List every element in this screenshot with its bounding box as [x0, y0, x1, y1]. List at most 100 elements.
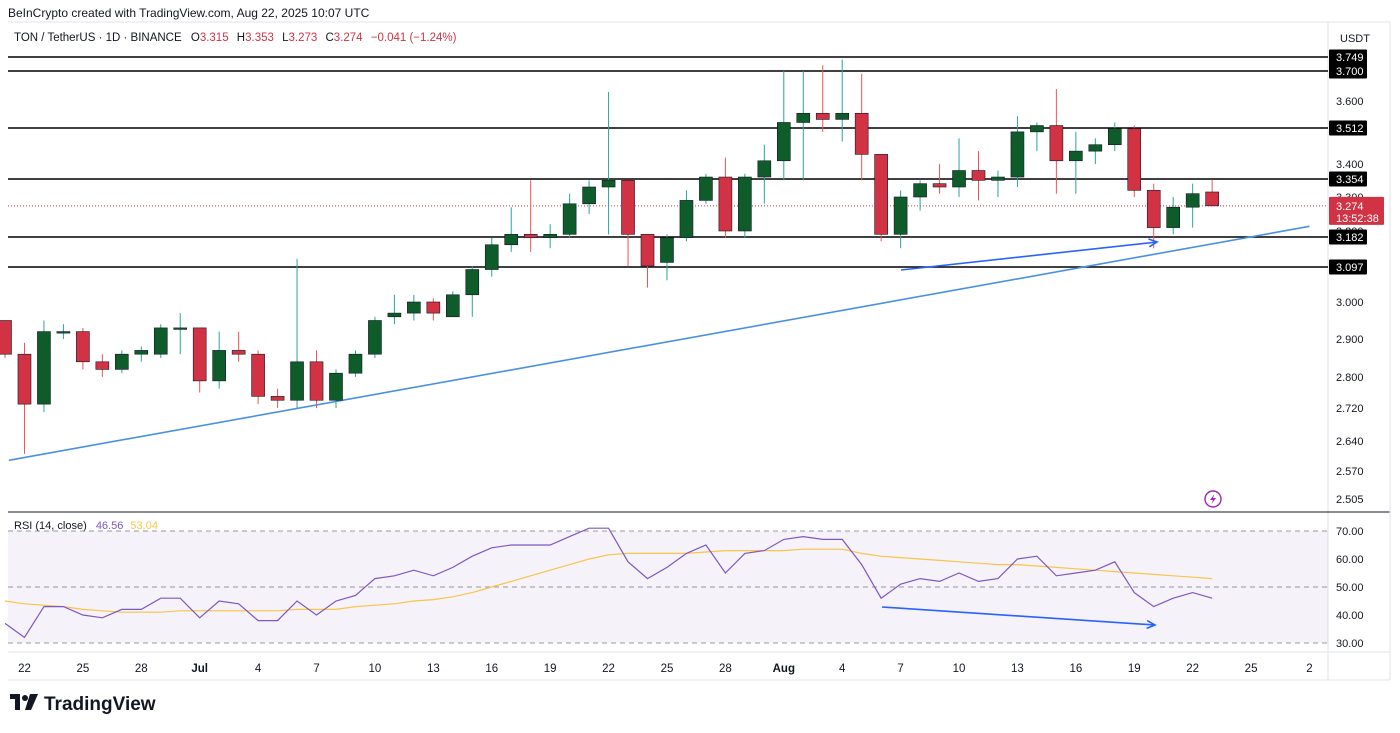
time-tick-label: 10 [369, 663, 382, 675]
candle-body [1166, 206, 1180, 228]
time-tick-label: 7 [313, 663, 319, 675]
candle-body [465, 269, 480, 296]
candle-body [796, 112, 811, 123]
rsi-legend: RSI (14, close) 46.56 53.04 [14, 520, 158, 532]
tradingview-wordmark: TradingView [44, 694, 156, 715]
candle-body [1069, 150, 1083, 162]
candle-body [134, 350, 149, 355]
time-tick-label: 28 [719, 663, 732, 675]
last-price-badge [1329, 196, 1384, 225]
candle-body [231, 350, 246, 355]
level-badge [1329, 171, 1367, 187]
arrow-shaft [900, 241, 1158, 271]
candle-body [854, 112, 869, 155]
arrow-shaft [881, 606, 1156, 626]
rsi-line [4, 527, 1213, 639]
last-price-value: 3.274 [1336, 201, 1364, 213]
candle-body [679, 200, 694, 239]
candle-body [991, 176, 1005, 181]
rsi-tick-label: 40.00 [1336, 610, 1364, 622]
candle-body [37, 331, 51, 405]
time-tick-label: 28 [135, 663, 148, 675]
rsi-title: RSI (14, close) [14, 520, 87, 532]
rsi-ma-line [4, 548, 1213, 613]
candle-body [523, 234, 538, 239]
time-tick-label: 13 [427, 663, 440, 675]
candle-body [1107, 128, 1122, 146]
time-tick-label: 10 [953, 663, 966, 675]
candle-body [543, 234, 557, 239]
time-tick-label: Jul [191, 663, 208, 675]
high-label: H [237, 32, 245, 44]
candle-body [504, 234, 519, 246]
time-tick-label: 16 [1069, 663, 1082, 675]
candle-body [387, 312, 402, 318]
rsi-tick-label: 70.00 [1336, 526, 1364, 538]
price-tick-label: 2.640 [1336, 436, 1364, 448]
level-badge-text: 3.512 [1336, 123, 1364, 135]
price-tick-label: 3.600 [1336, 96, 1364, 108]
ascending-trendline [8, 225, 1310, 462]
price-tick-label: 2.800 [1336, 372, 1364, 384]
candle-body [329, 372, 343, 401]
currency-label: USDT [1340, 33, 1370, 45]
close-value: 3.274 [334, 32, 363, 44]
level-badge [1329, 120, 1367, 136]
candle-body [660, 237, 674, 263]
time-tick-label: 22 [602, 663, 615, 675]
price-tick-label: 2.720 [1336, 403, 1364, 415]
time-tick-label: 19 [1128, 663, 1141, 675]
rsi-divergence-arrow [881, 606, 1157, 630]
symbol-title: TON / TetherUS · 1D · BINANCE O3.315 H3.… [14, 32, 457, 44]
chart-credit: BeInCrypto created with TradingView.com,… [8, 6, 370, 20]
low-value: 3.273 [289, 32, 318, 44]
price-tick-label: 3.400 [1336, 159, 1364, 171]
candle-body [115, 353, 129, 370]
candle-body [368, 320, 382, 355]
arrow-head [1146, 619, 1157, 630]
candle-body [212, 350, 226, 382]
price-tick-label: 2.900 [1336, 334, 1364, 346]
tradingview-mark-icon [10, 694, 38, 716]
level-badge [1329, 63, 1367, 79]
candle-body [348, 353, 363, 374]
level-badge [1329, 229, 1367, 245]
candle-body [270, 396, 285, 401]
candle-body [484, 244, 499, 270]
time-tick-label: Aug [773, 663, 795, 675]
price-tick-label: 2.505 [1336, 494, 1364, 506]
candle-body [95, 361, 110, 370]
rsi-tick-label: 60.00 [1336, 554, 1364, 566]
time-tick-label: 25 [1245, 663, 1258, 675]
candle-body [562, 203, 577, 235]
candle-body [874, 154, 888, 235]
level-badge [1329, 259, 1367, 275]
price-tick-label: 2.570 [1336, 466, 1364, 478]
candle-body [251, 353, 265, 397]
candle-body [153, 327, 168, 355]
level-badge-text: 3.749 [1336, 52, 1364, 64]
candle-body [17, 353, 32, 405]
candle-body [1185, 193, 1200, 208]
tradingview-logo[interactable]: TradingView [10, 694, 156, 716]
high-value: 3.353 [245, 32, 274, 44]
time-tick-label: 7 [897, 663, 903, 675]
time-tick-label: 16 [485, 663, 498, 675]
candle-body [0, 320, 12, 355]
candle-body [835, 112, 850, 120]
candle-body [776, 122, 791, 162]
time-tick-label: 25 [661, 663, 674, 675]
candle-body [718, 176, 733, 232]
candle-body [913, 183, 927, 198]
lightning-icon[interactable] [1204, 490, 1222, 508]
candle-body [1205, 191, 1219, 207]
level-badge-text: 3.097 [1336, 262, 1364, 274]
candle-body [173, 327, 188, 330]
close-label: C [325, 32, 333, 44]
price-divergence-arrow [900, 238, 1159, 271]
level-badge-text: 3.354 [1336, 174, 1364, 186]
rsi-tick-label: 50.00 [1336, 582, 1364, 594]
last-price-countdown: 13:52:38 [1336, 213, 1379, 225]
candle-body [407, 301, 421, 314]
